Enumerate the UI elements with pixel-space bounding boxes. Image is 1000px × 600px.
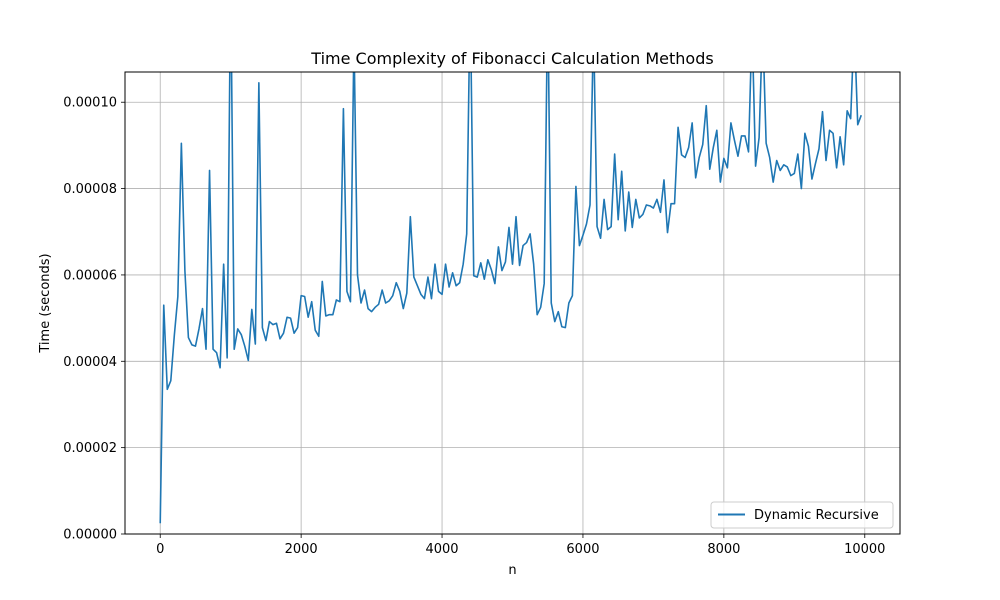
legend-box bbox=[710, 501, 894, 529]
x-tick-label: 2000 bbox=[285, 542, 318, 557]
y-tick-label: 0.00002 bbox=[63, 441, 117, 456]
x-tick-label: 6000 bbox=[566, 542, 599, 557]
x-tick-label: 4000 bbox=[425, 542, 458, 557]
x-tick-label: 8000 bbox=[707, 542, 740, 557]
y-axis-title: Time (seconds) bbox=[38, 253, 53, 353]
x-tick-label: 0 bbox=[156, 542, 164, 557]
x-axis-title: n bbox=[508, 563, 516, 578]
series-layer bbox=[159, 72, 863, 524]
series-line bbox=[159, 72, 863, 524]
axis-ticks: 0 2000 4000 6000 8000 10000 0.00000 0.00002 0.00… bbox=[63, 96, 885, 557]
legend-label: Dynamic Recursive bbox=[754, 508, 879, 523]
y-tick-label: 0.00004 bbox=[63, 355, 117, 370]
legend: Dynamic Recursive bbox=[710, 501, 894, 529]
y-tick-label: 0.00000 bbox=[63, 528, 117, 543]
y-tick-label: 0.00006 bbox=[63, 268, 117, 283]
y-tick-label: 0.00010 bbox=[63, 96, 117, 111]
y-tick-label: 0.00008 bbox=[63, 182, 117, 197]
chart-title: Time Complexity of Fibonacci Calculation… bbox=[310, 49, 713, 68]
plot-frame bbox=[124, 71, 901, 535]
x-tick-label: 10000 bbox=[844, 542, 885, 557]
